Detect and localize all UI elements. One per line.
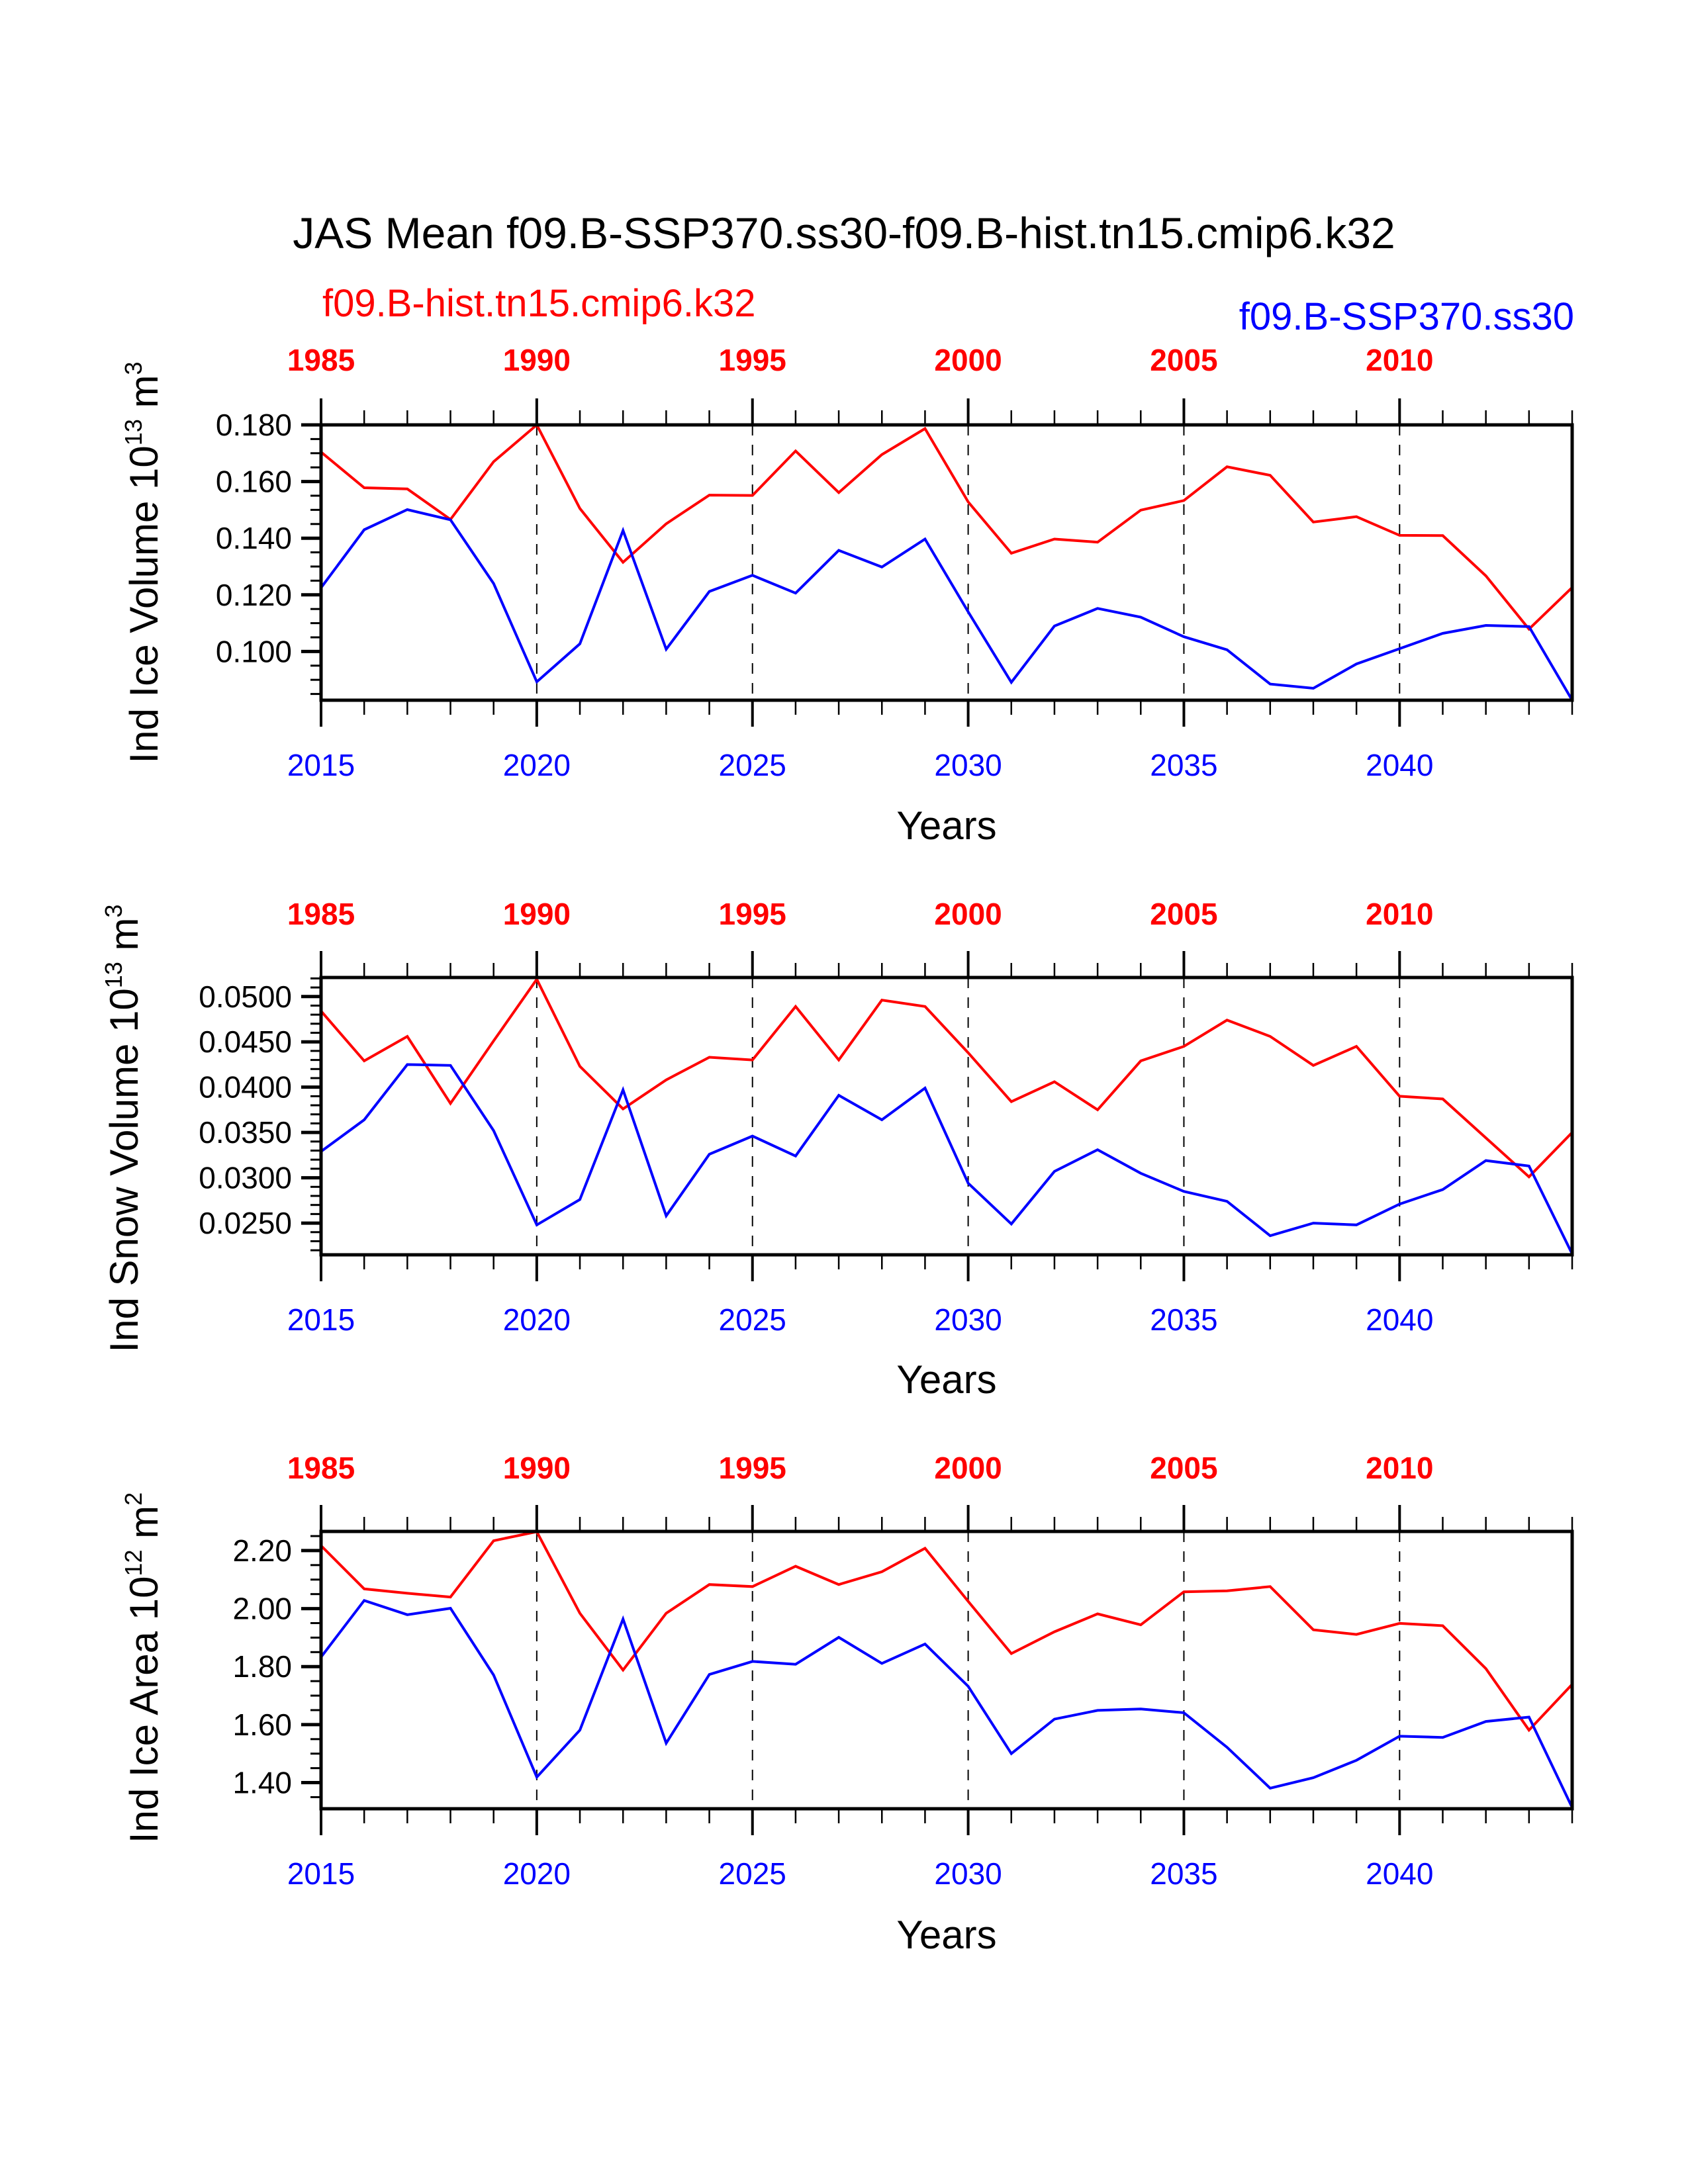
y-tick-label: 0.0350: [199, 1115, 292, 1150]
y-tick-label: 1.60: [232, 1707, 292, 1742]
series-line-hist: [320, 976, 1573, 1179]
top-x-tick-label: 2010: [1366, 1451, 1433, 1485]
top-x-tick-label: 1995: [719, 1451, 786, 1485]
y-axis-title: Ind Ice Area 1012 m2: [120, 1492, 166, 1843]
bottom-x-tick-label: 2025: [719, 748, 786, 782]
y-tick-label: 0.100: [216, 634, 292, 668]
bottom-x-tick-label: 2020: [503, 1302, 571, 1337]
y-tick-label: 0.140: [216, 521, 292, 555]
series-line-ssp: [320, 1598, 1573, 1809]
top-x-tick-label: 1995: [719, 343, 786, 377]
bottom-x-tick-label: 2040: [1366, 1302, 1433, 1337]
y-tick-label: 1.40: [232, 1766, 292, 1800]
top-x-tick-label: 1990: [503, 343, 571, 377]
x-axis-title: Years: [896, 1357, 996, 1402]
top-x-tick-label: 1990: [503, 1451, 571, 1485]
bottom-x-tick-label: 2030: [934, 1856, 1002, 1891]
top-x-tick-label: 2010: [1366, 343, 1433, 377]
top-x-tick-label: 2000: [934, 1451, 1002, 1485]
y-tick-label: 2.20: [232, 1533, 292, 1568]
y-tick-label: 1.80: [232, 1649, 292, 1684]
y-tick-label: 0.0250: [199, 1206, 292, 1240]
top-x-tick-label: 2005: [1150, 897, 1217, 931]
figure-title: JAS Mean f09.B-SSP370.ss30-f09.B-hist.tn…: [293, 208, 1395, 257]
y-axis-title: Ind Snow Volume 1013 m3: [100, 904, 146, 1352]
bottom-x-tick-label: 2040: [1366, 748, 1433, 782]
panel-3: 2015 1985 2020 1990 2025 1995 2030 2000 2035 2005…: [120, 1451, 1574, 1957]
panels: 2015 1985 2020 1990 2025 1995 2030 2000 2035 2005…: [100, 343, 1574, 1957]
bottom-x-tick-label: 2015: [287, 748, 355, 782]
series-line-hist: [320, 1530, 1573, 1733]
series-line-ssp: [320, 508, 1573, 702]
plot-frame: [319, 423, 1574, 702]
top-x-tick-label: 2000: [934, 343, 1002, 377]
y-tick-label: 0.0400: [199, 1070, 292, 1105]
left-subtitle-hist: f09.B-hist.tn15.cmip6.k32: [322, 282, 755, 325]
panel-1: 2015 1985 2020 1990 2025 1995 2030 2000 2035 2005…: [120, 343, 1574, 848]
y-tick-label: 2.00: [232, 1592, 292, 1626]
bottom-x-tick-label: 2035: [1150, 1856, 1217, 1891]
bottom-x-tick-label: 2035: [1150, 1302, 1217, 1337]
bottom-x-tick-label: 2030: [934, 1302, 1002, 1337]
top-x-tick-label: 2010: [1366, 897, 1433, 931]
y-tick-label: 0.0300: [199, 1161, 292, 1195]
bottom-x-tick-label: 2015: [287, 1302, 355, 1337]
plot-frame: [319, 976, 1574, 1257]
top-x-tick-label: 2005: [1150, 1451, 1217, 1485]
y-tick-label: 0.0450: [199, 1024, 292, 1059]
bottom-x-tick-label: 2040: [1366, 1856, 1433, 1891]
top-x-tick-label: 1985: [287, 1451, 355, 1485]
x-axis-title: Years: [896, 1913, 996, 1957]
bottom-x-tick-label: 2030: [934, 748, 1002, 782]
right-subtitle-ssp: f09.B-SSP370.ss30: [1239, 295, 1574, 338]
x-axis-title: Years: [896, 803, 996, 848]
top-x-tick-label: 1990: [503, 897, 571, 931]
series-line-hist: [320, 422, 1573, 631]
series-line-ssp: [320, 1063, 1573, 1255]
top-x-tick-label: 1985: [287, 897, 355, 931]
top-x-tick-label: 2005: [1150, 343, 1217, 377]
bottom-x-tick-label: 2035: [1150, 748, 1217, 782]
bottom-x-tick-label: 2025: [719, 1302, 786, 1337]
bottom-x-tick-label: 2020: [503, 1856, 571, 1891]
bottom-x-tick-label: 2025: [719, 1856, 786, 1891]
bottom-x-tick-label: 2015: [287, 1856, 355, 1891]
y-tick-label: 0.0500: [199, 979, 292, 1014]
panel-2: 2015 1985 2020 1990 2025 1995 2030 2000 2035 2005…: [100, 897, 1574, 1402]
top-x-tick-label: 1995: [719, 897, 786, 931]
bottom-x-tick-label: 2020: [503, 748, 571, 782]
plot-frame: [319, 1529, 1574, 1811]
top-x-tick-label: 1985: [287, 343, 355, 377]
y-tick-label: 0.160: [216, 465, 292, 499]
y-tick-label: 0.120: [216, 578, 292, 612]
y-tick-label: 0.180: [216, 408, 292, 442]
y-axis-title: Ind Ice Volume 1013 m3: [120, 361, 166, 763]
top-x-tick-label: 2000: [934, 897, 1002, 931]
